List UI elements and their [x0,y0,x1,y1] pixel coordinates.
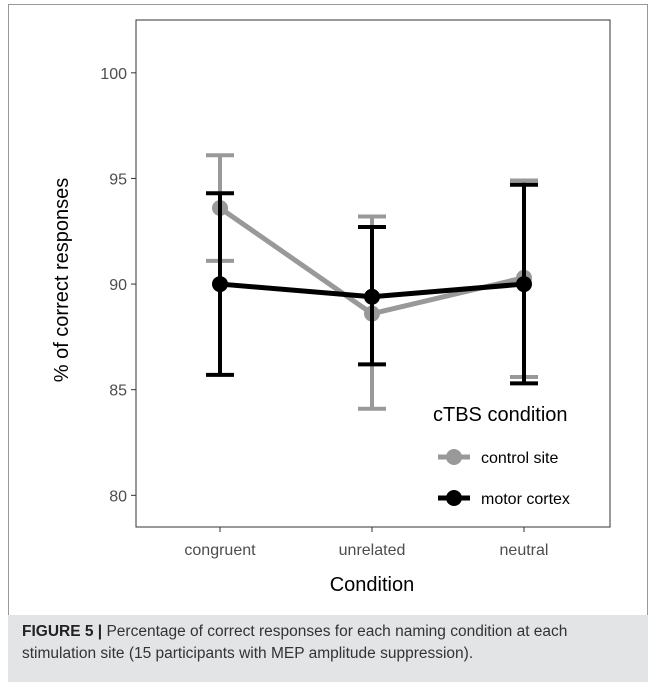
series-motor-cortex [206,182,538,386]
caption-text: Percentage of correct responses for each… [22,623,568,662]
legend-key-point [446,490,462,506]
y-axis-label: % of correct responses [51,178,73,383]
legend-key-point [446,449,462,465]
chart: 80 85 90 95 100 congruent unrelated neutral Co… [51,19,611,596]
legend-item: motor cortex [438,490,570,508]
x-axis-label: Condition [330,574,415,596]
data-point [516,276,532,293]
data-point [212,276,228,293]
legend-label: control site [481,450,558,467]
caption-label: FIGURE 5 | [22,623,103,640]
y-tick-label: 80 [109,488,127,505]
legend-title: cTBS condition [433,404,568,426]
y-tick-label: 90 [109,277,127,294]
legend-item: control site [438,449,558,467]
series-layer [206,153,538,411]
x-tick-label: unrelated [339,542,406,559]
x-tick-label: congruent [184,542,256,559]
figure-caption: FIGURE 5 | Percentage of correct respons… [8,615,648,682]
data-point [364,288,380,305]
y-tick-label: 100 [100,66,127,83]
x-axis-ticks: congruent unrelated neutral [184,527,548,559]
x-tick-label: neutral [500,542,549,559]
y-tick-label: 85 [109,383,127,400]
legend: cTBS condition control site motor cortex [433,404,570,508]
y-axis-ticks: 80 85 90 95 100 [100,66,136,505]
legend-label: motor cortex [481,491,570,508]
y-tick-label: 95 [109,171,127,188]
